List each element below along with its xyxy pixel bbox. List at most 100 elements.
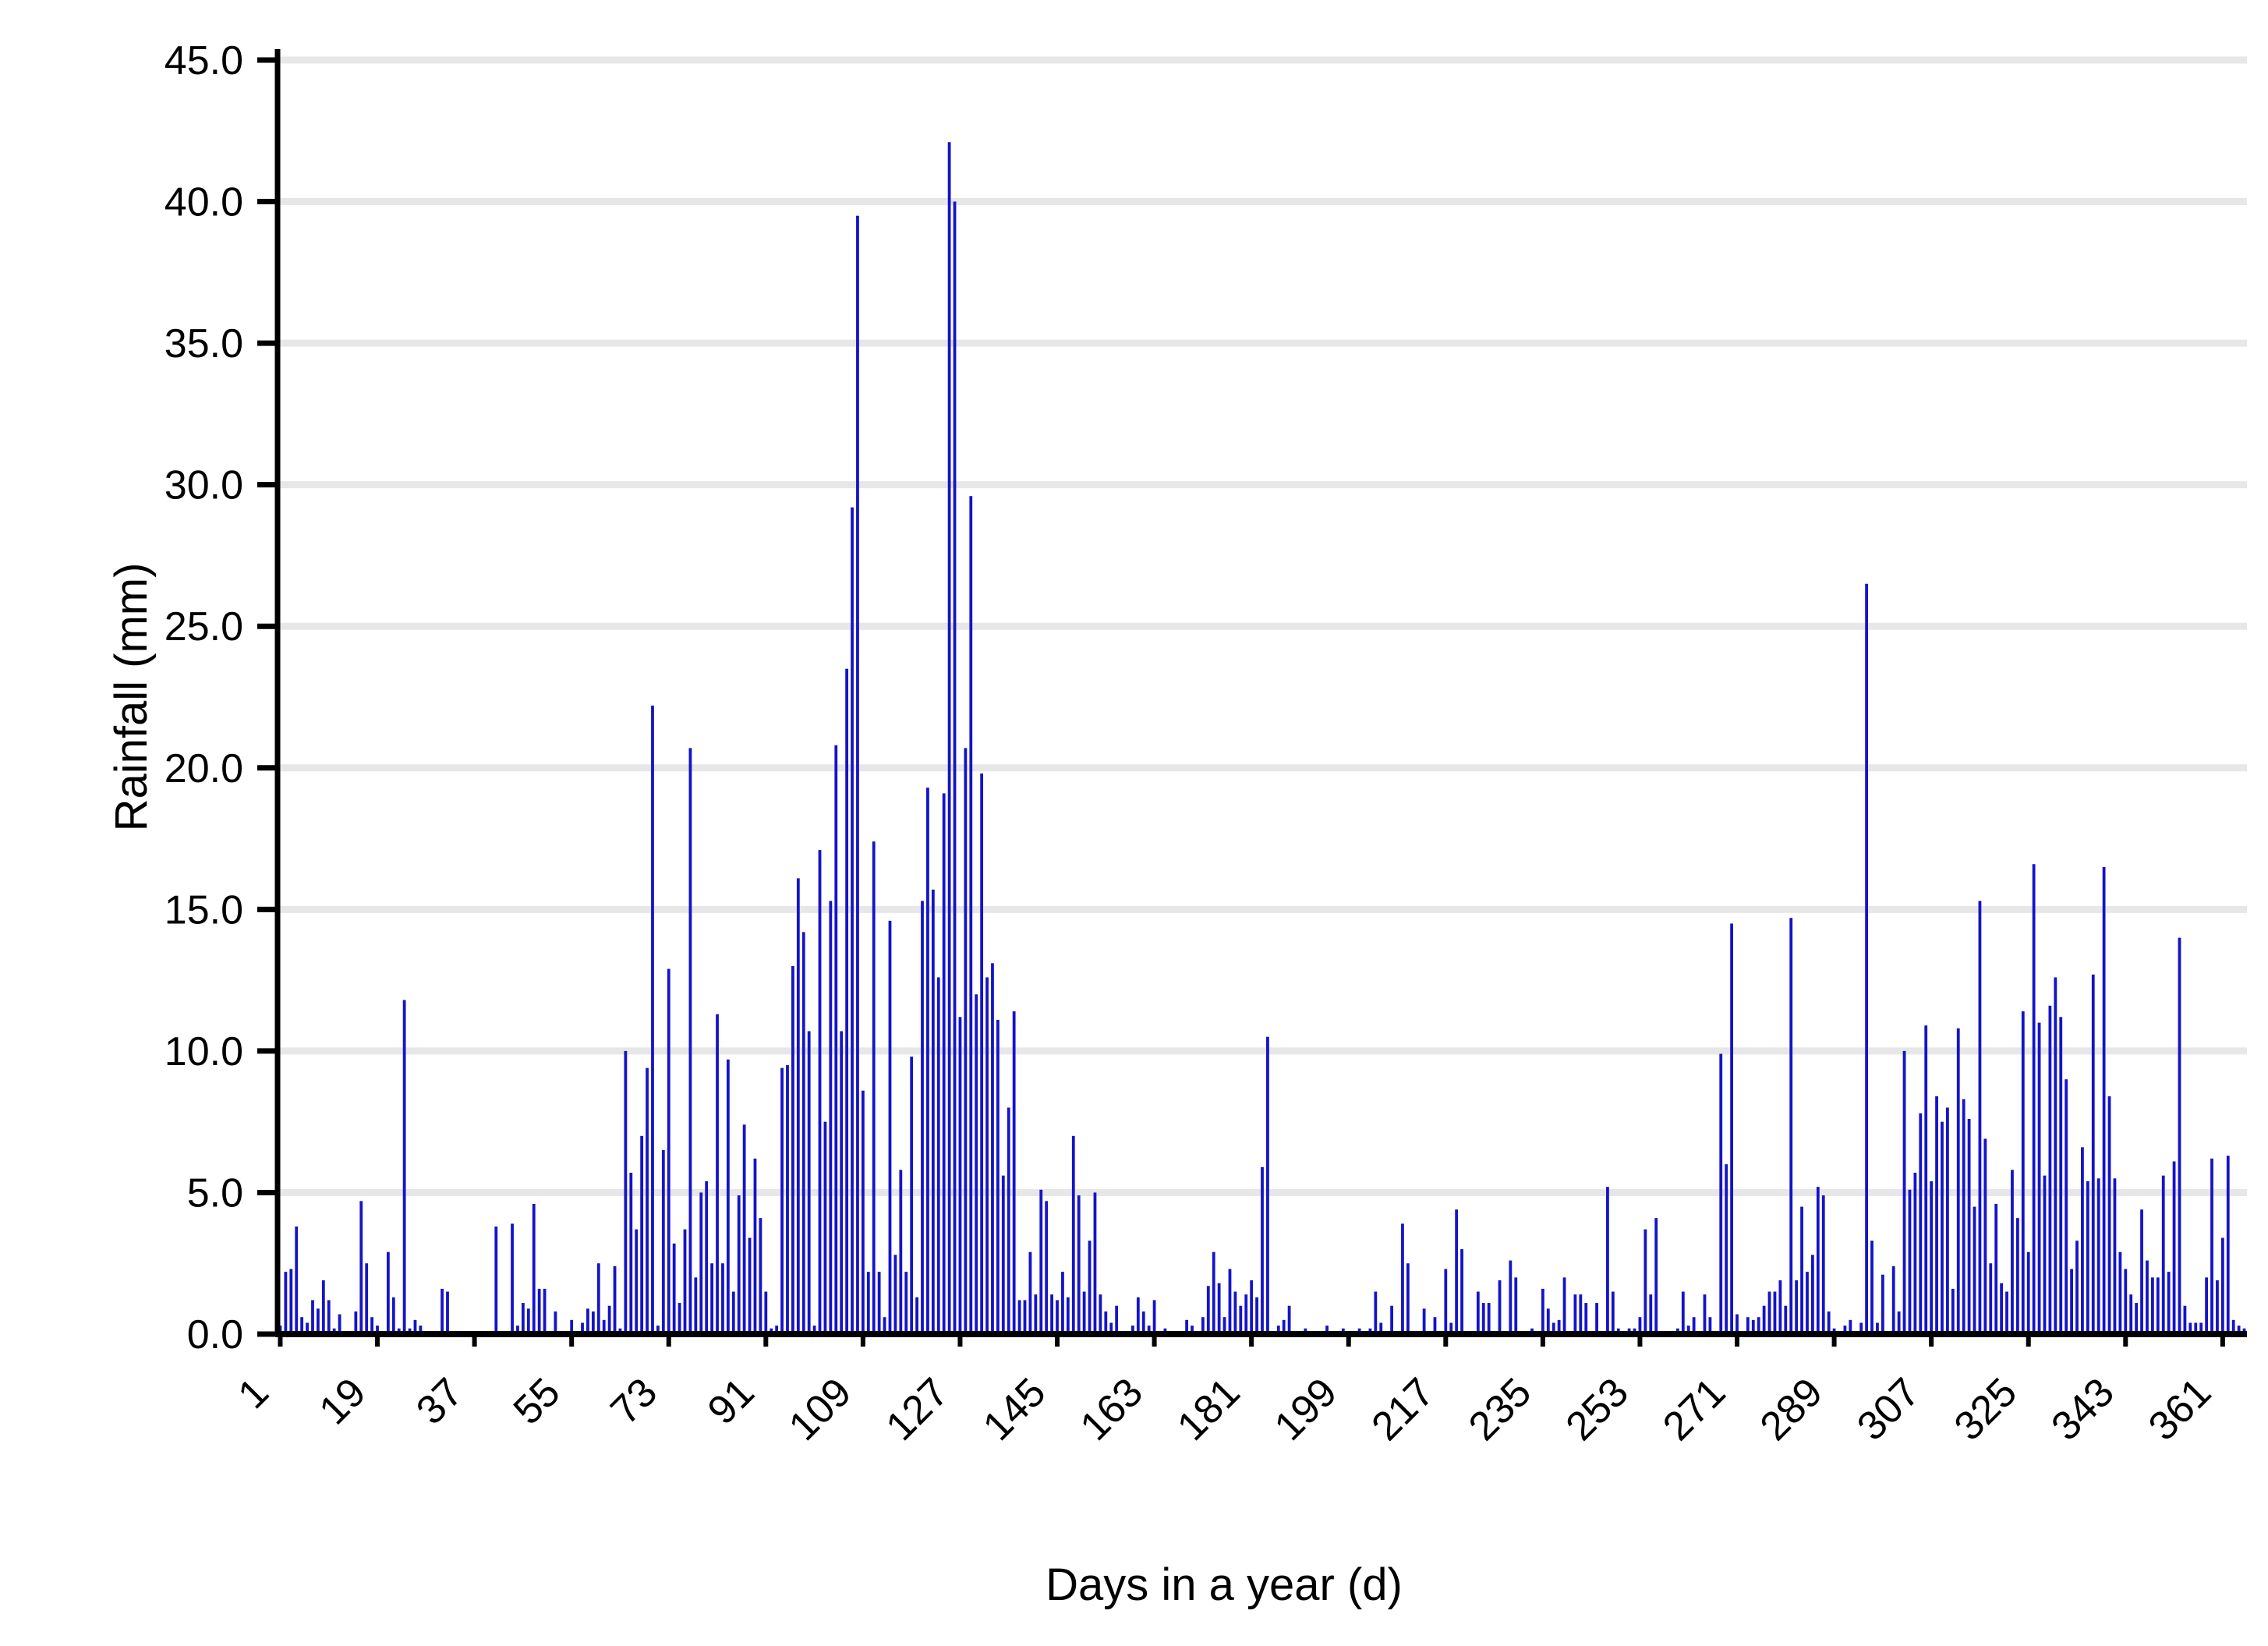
rainfall-bar-day-297 bbox=[1876, 1322, 1879, 1334]
rainfall-bar-day-86 bbox=[737, 1195, 741, 1334]
rainfall-bar-day-237 bbox=[1552, 1322, 1555, 1334]
x-tick-label-37: 37 bbox=[408, 1369, 472, 1433]
rainfall-bar-day-335 bbox=[2081, 1147, 2084, 1334]
rainfall-bar-day-160 bbox=[1136, 1297, 1140, 1334]
rainfall-bar-day-262 bbox=[1686, 1326, 1690, 1334]
rainfall-bar-day-67 bbox=[635, 1229, 639, 1334]
rainfall-bar-day-150 bbox=[1082, 1291, 1086, 1334]
rainfall-bar-day-174 bbox=[1212, 1251, 1215, 1334]
rainfall-bar-day-314 bbox=[1967, 1119, 1971, 1334]
rainfall-bar-day-356 bbox=[2194, 1322, 2198, 1334]
rainfall-bar-day-94 bbox=[780, 1067, 784, 1334]
rainfall-bar-day-97 bbox=[796, 878, 800, 1334]
rainfall-bar-day-7 bbox=[311, 1300, 314, 1334]
rainfall-bar-day-270 bbox=[1730, 923, 1733, 1334]
rainfall-bar-day-26 bbox=[413, 1319, 417, 1334]
rainfall-bar-day-253 bbox=[1638, 1317, 1642, 1334]
rainfall-bar-day-155 bbox=[1109, 1322, 1113, 1334]
rainfall-bar-day-79 bbox=[699, 1192, 703, 1334]
rainfall-bar-day-173 bbox=[1206, 1286, 1210, 1334]
rainfall-bar-day-279 bbox=[1778, 1280, 1782, 1334]
rainfall-bar-day-294 bbox=[1859, 1322, 1863, 1334]
rainfall-bar-day-248 bbox=[1611, 1291, 1615, 1334]
rainfall-bar-day-113 bbox=[883, 1317, 886, 1334]
rainfall-bar-day-106 bbox=[845, 668, 849, 1334]
rainfall-bar-day-361 bbox=[2220, 1237, 2224, 1334]
rainfall-bar-day-24 bbox=[402, 1000, 406, 1334]
rainfall-bar-day-285 bbox=[1810, 1255, 1814, 1334]
rainfall-bar-day-271 bbox=[1735, 1314, 1739, 1334]
rainfall-bar-day-89 bbox=[753, 1158, 757, 1334]
y-tick-label-0.0: 0.0 bbox=[187, 1312, 243, 1358]
rainfall-bar-day-133 bbox=[991, 963, 994, 1334]
rainfall-bar-day-287 bbox=[1821, 1195, 1825, 1334]
rainfall-bar-day-238 bbox=[1557, 1319, 1561, 1334]
rainfall-bar-day-224 bbox=[1481, 1303, 1485, 1334]
rainfall-bar-day-61 bbox=[602, 1319, 606, 1334]
rainfall-bar-day-340 bbox=[2107, 1096, 2111, 1334]
rainfall-bar-day-125 bbox=[947, 142, 951, 1334]
rainfall-bar-day-99 bbox=[807, 1031, 811, 1334]
rainfall-bar-day-213 bbox=[1422, 1308, 1426, 1334]
rainfall-bar-day-90 bbox=[759, 1218, 762, 1334]
rainfall-bar-day-256 bbox=[1654, 1218, 1658, 1334]
rainfall-bar-day-219 bbox=[1455, 1209, 1459, 1334]
rainfall-bar-day-104 bbox=[834, 745, 838, 1334]
x-tick-label-145: 145 bbox=[975, 1369, 1054, 1449]
rainfall-bar-day-48 bbox=[532, 1203, 536, 1334]
rainfall-bar-day-205 bbox=[1379, 1322, 1383, 1334]
x-tick-label-343: 343 bbox=[2043, 1369, 2122, 1449]
rainfall-bar-day-103 bbox=[829, 901, 833, 1334]
rainfall-bar-day-136 bbox=[1007, 1107, 1010, 1334]
rainfall-bar-day-207 bbox=[1390, 1305, 1393, 1334]
rainfall-bar-day-52 bbox=[554, 1311, 557, 1334]
rainfall-bar-day-17 bbox=[365, 1263, 369, 1334]
rainfall-bar-day-126 bbox=[953, 201, 957, 1334]
rainfall-bar-day-111 bbox=[872, 841, 876, 1334]
rainfall-bar-day-316 bbox=[1978, 901, 1982, 1334]
rainfall-bar-day-183 bbox=[1261, 1166, 1264, 1334]
rainfall-bar-day-66 bbox=[629, 1173, 633, 1334]
rainfall-bar-day-325 bbox=[2026, 1251, 2030, 1334]
y-tick-label-5.0: 5.0 bbox=[187, 1170, 243, 1216]
rainfall-bar-day-305 bbox=[1919, 1113, 1923, 1334]
rainfall-bar-day-322 bbox=[2011, 1170, 2014, 1334]
rainfall-bar-day-204 bbox=[1374, 1291, 1378, 1334]
y-tick-label-30.0: 30.0 bbox=[165, 463, 243, 508]
rainfall-bar-day-301 bbox=[1897, 1311, 1901, 1334]
rainfall-bar-day-344 bbox=[2129, 1294, 2133, 1334]
rainfall-bar-day-283 bbox=[1800, 1206, 1803, 1334]
rainfall-bar-day-129 bbox=[969, 496, 973, 1334]
rainfall-bar-day-302 bbox=[1902, 1050, 1906, 1334]
rainfall-bar-day-217 bbox=[1444, 1269, 1448, 1334]
rainfall-bar-day-143 bbox=[1045, 1201, 1049, 1334]
rainfall-bar-day-342 bbox=[2118, 1251, 2122, 1334]
rainfall-bar-day-306 bbox=[1924, 1025, 1928, 1334]
rainfall-bar-day-137 bbox=[1012, 1011, 1016, 1334]
rainfall-bar-day-230 bbox=[1514, 1277, 1518, 1334]
rainfall-bar-day-320 bbox=[2000, 1283, 2004, 1334]
rainfall-bar-day-280 bbox=[1784, 1305, 1788, 1334]
rainfall-bar-day-70 bbox=[651, 705, 654, 1334]
rainfall-bar-day-18 bbox=[370, 1317, 374, 1334]
y-tick-label-45.0: 45.0 bbox=[165, 38, 243, 83]
rainfall-bar-day-282 bbox=[1795, 1280, 1799, 1334]
rainfall-bar-day-323 bbox=[2015, 1218, 2019, 1334]
rainfall-bar-day-21 bbox=[386, 1251, 390, 1334]
rainfall-bar-day-81 bbox=[710, 1263, 714, 1334]
rainfall-bar-day-215 bbox=[1433, 1317, 1437, 1334]
rainfall-bar-day-254 bbox=[1644, 1229, 1647, 1334]
rainfall-bar-day-118 bbox=[910, 1057, 914, 1334]
rainfall-bar-day-98 bbox=[801, 932, 805, 1334]
rainfall-bar-day-107 bbox=[851, 507, 854, 1334]
x-tick-label-91: 91 bbox=[699, 1369, 763, 1433]
rainfall-bar-day-307 bbox=[1930, 1181, 1934, 1334]
rainfall-bar-day-140 bbox=[1028, 1251, 1032, 1334]
rainfall-bar-day-27 bbox=[419, 1326, 423, 1334]
x-tick-label-307: 307 bbox=[1849, 1369, 1928, 1449]
x-tick-label-325: 325 bbox=[1946, 1369, 2026, 1449]
rainfall-bar-day-236 bbox=[1546, 1308, 1550, 1334]
rainfall-bar-day-50 bbox=[543, 1288, 547, 1334]
